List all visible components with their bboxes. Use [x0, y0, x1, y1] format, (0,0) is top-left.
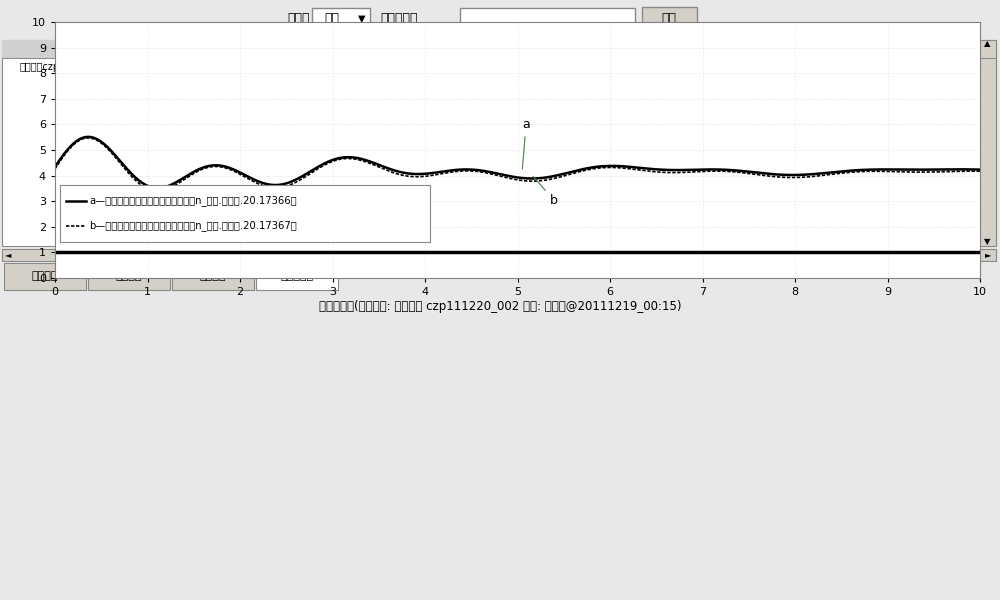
Text: 四川: 四川 [324, 13, 340, 25]
Text: 操作扰动czp111220_002: 操作扰动czp111220_002 [20, 62, 120, 73]
Text: 249.: 249. [675, 62, 695, 71]
Text: 查询: 查询 [662, 13, 676, 25]
Text: ►: ► [985, 251, 991, 259]
Text: 最低...: 最低... [888, 44, 908, 53]
Text: 最小功角发电: 最小功角发电 [615, 44, 648, 53]
Text: 湖南.永江厂/...: 湖南.永江厂/... [611, 62, 652, 71]
Text: ▲: ▲ [984, 40, 990, 49]
Text: 最低电压: 最低电压 [116, 271, 142, 281]
Text: 最低频率: 最低频率 [200, 271, 226, 281]
Bar [460, 8, 635, 30]
Text: ▼: ▼ [984, 238, 990, 247]
Bar [2, 249, 428, 261]
Text: 故障...: 故障... [942, 44, 961, 53]
Text: 四川.普提.35...: 四川.普提.35... [714, 62, 762, 71]
Bar [445, 249, 996, 261]
Text: 0.824: 0.824 [779, 62, 804, 71]
Text: 1: 1 [895, 62, 901, 71]
Text: 自定义曲线: 自定义曲线 [280, 271, 314, 281]
Text: 0: 0 [254, 62, 260, 72]
Bar [978, 40, 996, 246]
Text: 1310: 1310 [940, 62, 963, 71]
Text: ▼: ▼ [358, 14, 366, 24]
Text: b: b [533, 176, 558, 207]
Bar [410, 40, 428, 246]
Text: 区域：: 区域： [288, 13, 310, 25]
Bar [256, 263, 338, 290]
Text: 最大...: 最大... [515, 44, 535, 53]
Text: 最大功角: 最大功角 [32, 271, 58, 281]
Text: 63: 63 [385, 62, 398, 72]
Text: 最低频率发电: 最低频率发电 [829, 44, 861, 53]
Bar [312, 8, 370, 30]
Bar [88, 263, 170, 290]
Text: 最小失稳...: 最小失稳... [306, 44, 341, 54]
Text: 方案号: 方案号 [382, 44, 401, 54]
Bar [2, 40, 428, 58]
Text: b—发电机功角（国调，三峡左岸厂，n_四川.二滩厂.20.17367）: b—发电机功角（国调，三峡左岸厂，n_四川.二滩厂.20.17367） [90, 221, 297, 232]
Text: ▼: ▼ [416, 238, 422, 247]
Text: 正常: 正常 [520, 62, 530, 71]
Text: ◄: ◄ [450, 251, 456, 259]
Text: 故障元件：: 故障元件： [380, 13, 418, 25]
Bar [445, 40, 996, 246]
Bar [4, 263, 86, 290]
Text: 5.2华中.阿丰城/...: 5.2华中.阿丰城/... [550, 62, 606, 71]
Bar [445, 40, 996, 58]
Text: a—发电机功角（国调，三峡左岸厂，n_四川.二滩厂.20.17366）: a—发电机功角（国调，三峡左岸厂，n_四川.二滩厂.20.17366） [90, 196, 297, 206]
Text: 失稳数目: 失稳数目 [244, 44, 270, 54]
Bar [2, 40, 428, 246]
Text: ◄: ◄ [5, 251, 11, 259]
Text: a: a [522, 118, 530, 169]
Text: 最大...: 最大... [675, 44, 695, 53]
Text: ►: ► [417, 251, 423, 259]
Bar [642, 7, 697, 31]
Text: 四川.二普...: 四川.二普... [162, 62, 198, 72]
Text: 操作...: 操作... [462, 62, 481, 71]
Text: 最低电压母线: 最低电压母线 [722, 44, 754, 53]
Text: 最低...: 最低... [782, 44, 801, 53]
Text: 操作票稳定: 操作票稳定 [458, 44, 485, 53]
Text: 故障元件: 故障元件 [168, 44, 192, 54]
Text: ▲: ▲ [416, 40, 422, 49]
Text: 最大功角发电: 最大功角发电 [562, 44, 594, 53]
Text: 自定义曲线(故障名称: 操作比较 czp111220_002 时段: 操作前@20111219_00:15): 自定义曲线(故障名称: 操作比较 czp111220_002 时段: 操作前@2… [319, 300, 681, 313]
Bar [172, 263, 254, 290]
Text: 5.2: 5.2 [316, 62, 331, 72]
Text: 故障名称: 故障名称 [58, 44, 82, 54]
